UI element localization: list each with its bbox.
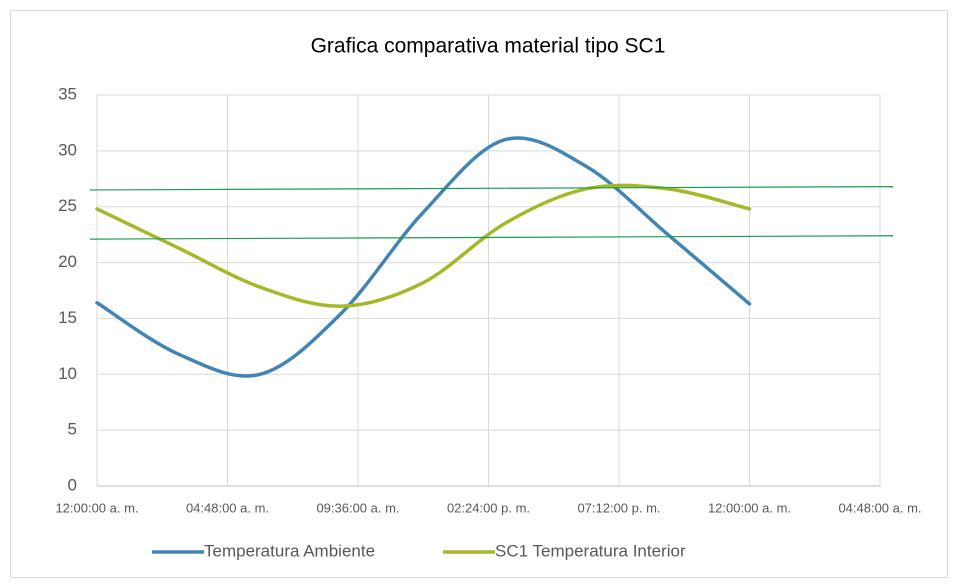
y-tick-label: 20 (58, 252, 77, 271)
y-tick-label: 30 (58, 140, 77, 159)
y-tick-label: 10 (58, 364, 77, 383)
line-series (95, 183, 752, 308)
chart-title: Grafica comparativa material tipo SC1 (311, 35, 666, 58)
x-tick-label: 07:12:00 p. m. (577, 500, 660, 515)
x-tick-label: 02:24:00 p. m. (447, 500, 530, 515)
y-tick-label: 15 (58, 308, 77, 327)
legend-label: SC1 Temperatura Interior (495, 541, 686, 560)
legend-label: Temperatura Ambiente (204, 541, 375, 560)
x-tick-label: 09:36:00 a. m. (316, 500, 399, 515)
x-tick-label: 04:48:00 a. m. (186, 500, 269, 515)
reference-line (89, 186, 894, 191)
x-tick-label: 12:00:00 a. m. (708, 500, 791, 515)
reference-line (89, 235, 894, 240)
x-tick-label: 04:48:00 a. m. (838, 500, 921, 515)
line-series (95, 136, 752, 378)
chart-border (10, 10, 948, 578)
y-tick-label: 25 (58, 196, 77, 215)
y-tick-label: 5 (68, 420, 77, 439)
y-tick-label: 35 (58, 84, 77, 103)
x-tick-label: 12:00:00 a. m. (55, 500, 138, 515)
y-tick-label: 0 (68, 475, 77, 494)
